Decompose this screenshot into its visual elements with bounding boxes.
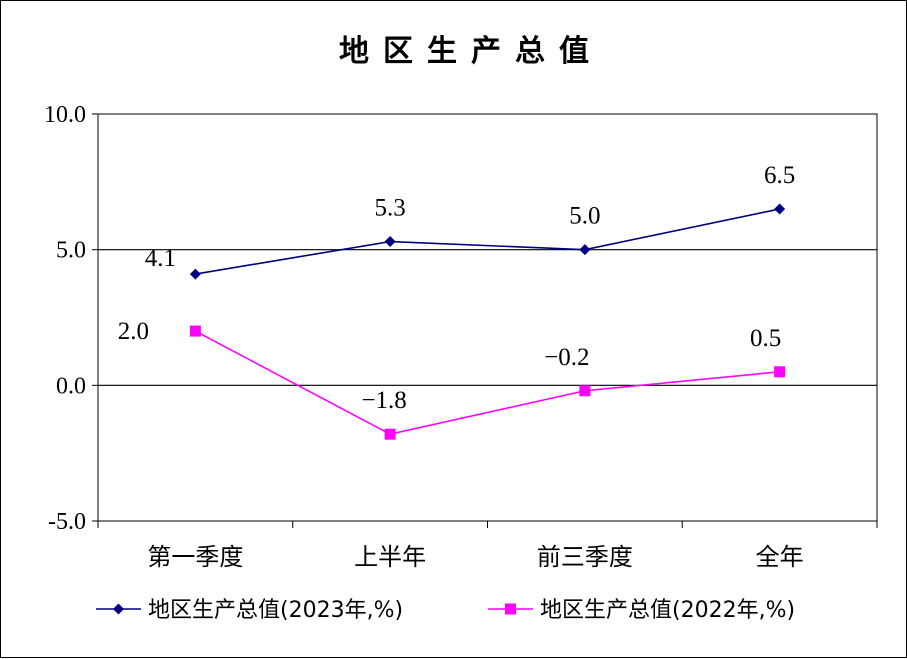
- series-1-point: [774, 203, 786, 215]
- series-2-point: [189, 325, 201, 337]
- series-line-1: [195, 208, 780, 275]
- data-label: −1.8: [361, 387, 406, 414]
- plot-area: 10.0 5.0 0.0 -5.0 第一季度 上半年 前三季度 全年 4.1 5.3 5.0 6.5 2…: [44, 102, 878, 571]
- data-label: 5.3: [375, 195, 406, 222]
- plot-border: [97, 113, 878, 522]
- x-category-label: 全年: [756, 543, 804, 571]
- series-2-point: [774, 366, 786, 378]
- data-label: 0.5: [750, 325, 781, 352]
- y-tick-label: 5.0: [56, 238, 86, 264]
- legend-label-1: 地区生产总值(2023年,%): [148, 598, 403, 623]
- legend-label-2: 地区生产总值(2022年,%): [540, 598, 795, 623]
- series-1-point: [189, 268, 201, 280]
- y-tick-label: -5.0: [48, 509, 86, 535]
- chart-title: 地区生产总值: [339, 34, 603, 69]
- y-tick-label: 10.0: [44, 102, 86, 128]
- data-label: −0.2: [544, 344, 589, 371]
- legend-marker-2: [505, 603, 516, 615]
- legend-marker-1: [113, 603, 124, 615]
- x-category-label: 前三季度: [537, 543, 633, 571]
- series-2-point: [384, 428, 396, 440]
- legend: 地区生产总值(2023年,%) 地区生产总值(2022年,%): [96, 598, 795, 623]
- series-1-point: [579, 244, 591, 256]
- data-label: 4.1: [145, 245, 176, 272]
- x-category-label: 上半年: [354, 543, 426, 571]
- series-2-point: [579, 385, 591, 397]
- y-tick-label: 0.0: [56, 373, 86, 399]
- series-line-2: [195, 330, 780, 436]
- x-category-label: 第一季度: [147, 543, 243, 571]
- series-1-point: [384, 236, 396, 248]
- data-label: 6.5: [764, 162, 795, 189]
- data-label: 5.0: [569, 203, 600, 230]
- data-label: 2.0: [118, 318, 149, 345]
